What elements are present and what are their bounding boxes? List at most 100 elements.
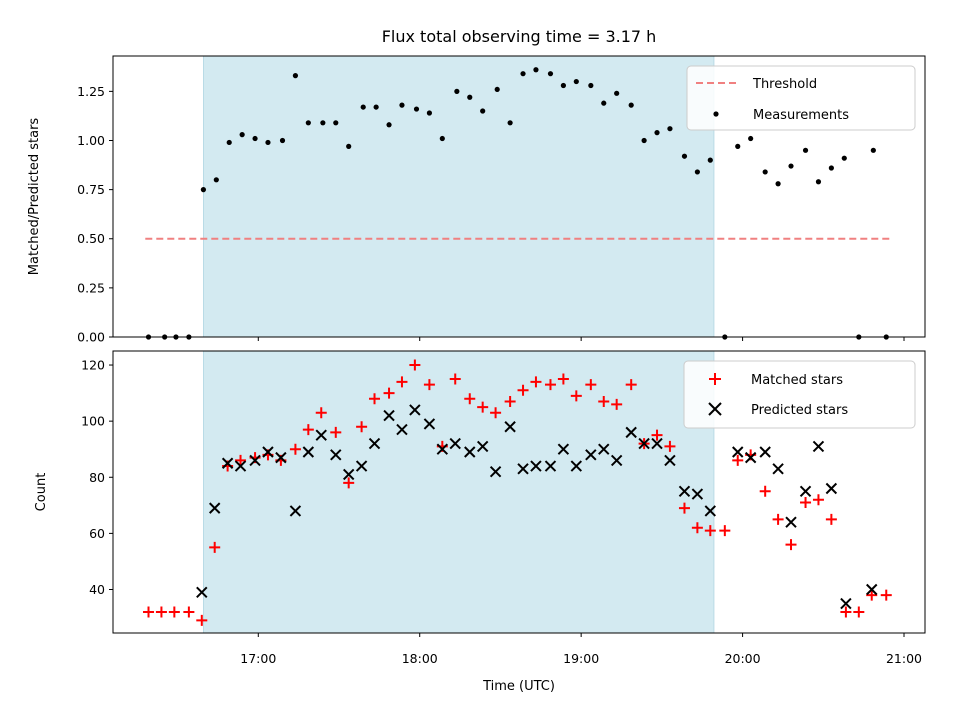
matched-star-point — [356, 421, 368, 433]
bottom-ytick-label: 80 — [89, 470, 105, 485]
predicted-star-point — [585, 449, 597, 461]
matched-star-point — [759, 485, 771, 497]
predicted-star-point — [464, 446, 476, 458]
measurement-point — [841, 155, 847, 161]
measurement-point — [654, 130, 660, 136]
predicted-star-point — [812, 440, 825, 453]
matched-star-point — [800, 497, 812, 509]
predicted-star-point — [570, 460, 583, 472]
xtick-label: 17:00 — [240, 651, 276, 666]
measurement-point — [439, 135, 445, 142]
xtick-label: 20:00 — [725, 651, 761, 666]
predicted-star-point — [772, 463, 784, 475]
legend-threshold-label: Threshold — [752, 77, 817, 92]
bottom-ytick-label: 40 — [89, 582, 105, 597]
measurement-point — [533, 67, 539, 73]
matched-star-point — [423, 379, 435, 391]
measurement-point — [588, 82, 594, 89]
measurement-point — [573, 78, 579, 85]
predicted-star-point — [396, 423, 408, 436]
matched-star-point — [664, 440, 676, 452]
measurement-point — [333, 120, 339, 126]
matched-star-point — [504, 396, 516, 408]
predicted-star-point — [625, 426, 637, 439]
xtick-label: 18:00 — [402, 651, 438, 666]
matched-star-point — [812, 494, 824, 506]
matched-star-point — [235, 454, 247, 466]
measurement-point — [601, 100, 607, 106]
predicted-star-point — [651, 437, 663, 450]
predicted-star-point — [249, 454, 261, 467]
predicted-star-point — [866, 583, 878, 596]
predicted-star-point — [744, 451, 757, 464]
bottom-observing-window-span — [203, 351, 714, 633]
matched-star-point — [625, 379, 637, 391]
measurement-point — [265, 139, 271, 146]
measurement-point — [614, 90, 620, 96]
top-ytick-label: 0.25 — [77, 280, 105, 295]
matched-star-point — [490, 407, 502, 419]
predicted-star-point — [610, 454, 623, 467]
x-axis-label: Time (UTC) — [482, 679, 555, 694]
matched-star-point — [196, 614, 208, 626]
measurement-point — [628, 102, 634, 108]
measurement-point — [386, 122, 392, 128]
matched-star-point — [517, 384, 529, 396]
predicted-star-point — [449, 437, 461, 450]
predicted-star-point — [759, 446, 771, 458]
matched-star-point — [464, 393, 476, 405]
matched-star-point — [704, 525, 716, 537]
xtick-label: 19:00 — [563, 651, 599, 666]
chart-title: Flux total observing time = 3.17 h — [382, 27, 657, 46]
matched-star-point — [866, 589, 878, 601]
predicted-star-point — [517, 463, 529, 475]
measurement-point — [775, 181, 781, 187]
matched-star-point — [302, 424, 314, 436]
predicted-star-point — [678, 485, 691, 498]
predicted-star-point — [355, 460, 368, 472]
predicted-star-point — [262, 446, 274, 458]
legend-matched-label: Matched stars — [751, 373, 843, 388]
measurement-point — [870, 147, 876, 153]
measurement-point — [762, 169, 768, 175]
measurement-point — [305, 120, 311, 126]
measurement-point — [373, 104, 379, 110]
matched-star-point — [168, 606, 180, 618]
top-ytick-label: 0.75 — [77, 182, 105, 197]
matched-star-point — [719, 525, 731, 537]
top-y-axis-label: Matched/Predicted stars — [27, 118, 42, 276]
predicted-star-point — [704, 505, 717, 517]
predicted-star-point — [342, 468, 355, 481]
matched-star-point — [477, 401, 489, 413]
matched-star-point — [315, 407, 327, 419]
xtick-label: 21:00 — [886, 651, 922, 666]
matched-star-point — [825, 513, 837, 525]
predicted-star-point — [330, 449, 342, 461]
measurement-point — [707, 157, 713, 163]
measurement-point — [200, 187, 207, 193]
predicted-star-point — [825, 482, 838, 495]
matched-star-point — [785, 539, 797, 551]
predicted-star-point — [638, 437, 650, 450]
measurement-point — [226, 139, 232, 146]
measurement-point — [748, 135, 754, 142]
predicted-star-point — [840, 597, 852, 610]
matched-star-point — [880, 589, 892, 601]
bottom-legend: Matched stars Predicted stars — [683, 360, 916, 429]
predicted-star-point — [544, 460, 557, 472]
predicted-star-point — [275, 451, 287, 464]
top-ytick-label: 0.50 — [77, 231, 105, 246]
measurement-point — [547, 71, 554, 77]
predicted-star-point — [557, 443, 570, 455]
legend-measurements-swatch — [713, 111, 719, 117]
predicted-star-point — [234, 460, 247, 472]
legend-matched-swatch — [709, 373, 721, 385]
predicted-star-point — [289, 505, 302, 517]
bottom-ytick-label: 120 — [81, 358, 105, 373]
predicted-star-point — [383, 409, 395, 422]
measurement-point — [480, 108, 486, 114]
measurement-point — [815, 179, 822, 185]
matched-star-point — [409, 359, 421, 371]
predicted-star-point — [436, 443, 449, 455]
